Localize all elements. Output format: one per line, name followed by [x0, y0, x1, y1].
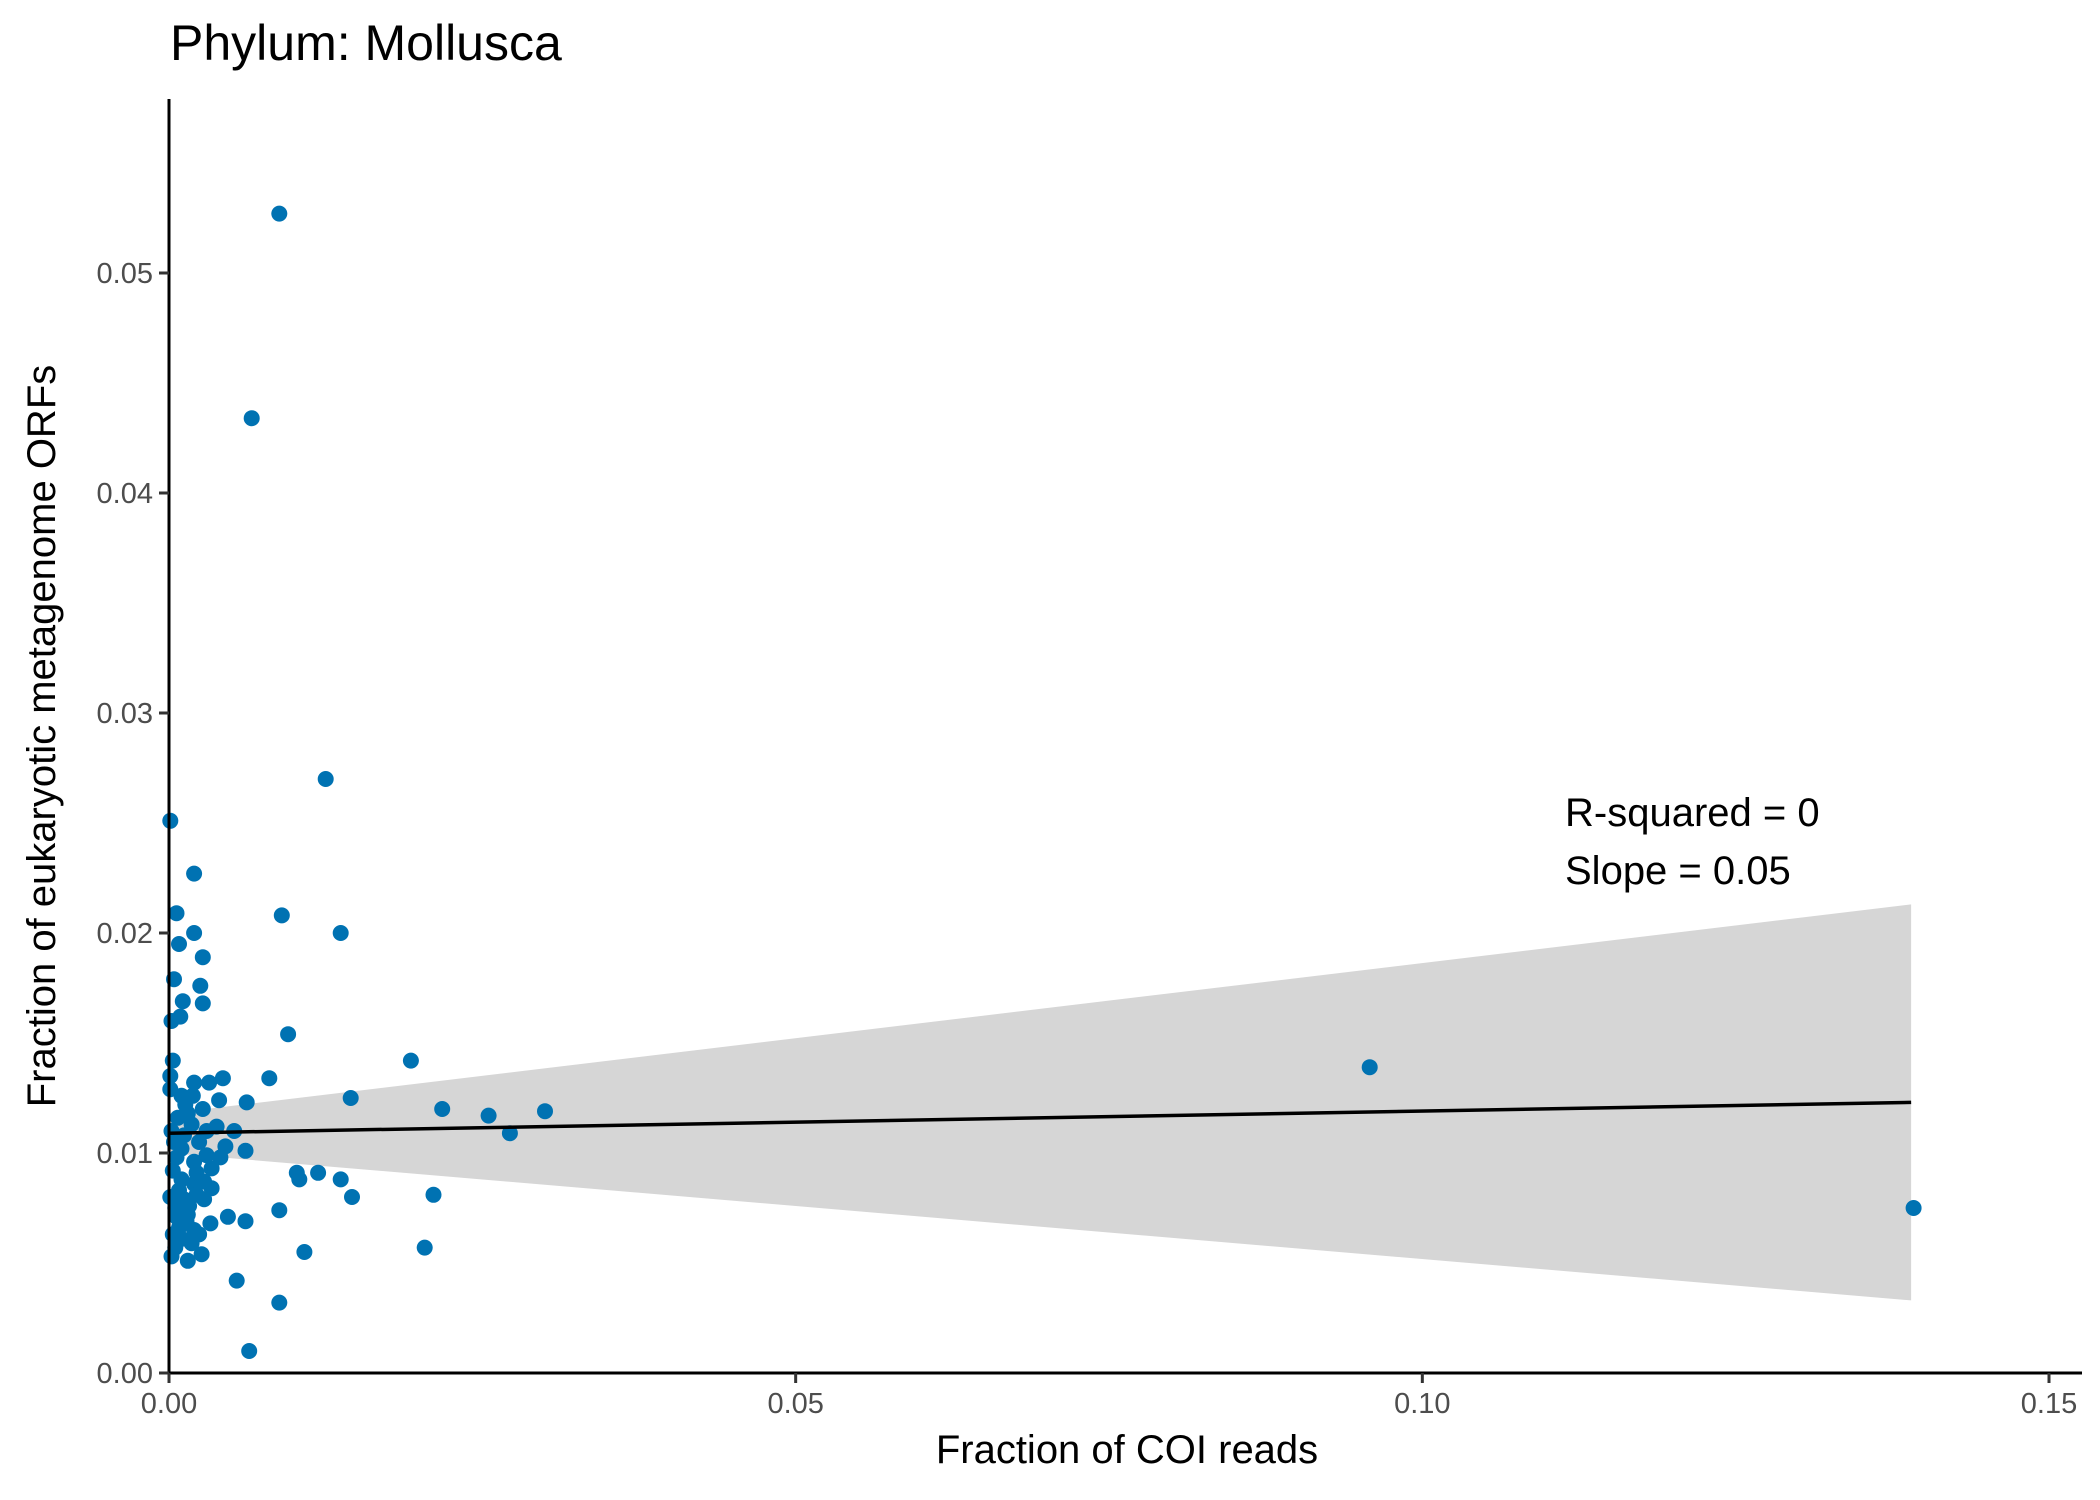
data-point — [280, 1026, 297, 1043]
x-tick-label: 0.05 — [767, 1388, 823, 1420]
data-point — [310, 1164, 327, 1181]
x-tick-label: 0.00 — [141, 1388, 197, 1420]
data-point — [342, 1090, 359, 1106]
y-tick-label: 0.00 — [97, 1358, 153, 1390]
data-point — [186, 865, 203, 882]
data-point — [192, 977, 209, 994]
data-point — [241, 1343, 258, 1359]
data-point — [501, 1125, 518, 1142]
data-point — [332, 925, 349, 941]
data-point — [1361, 1059, 1378, 1076]
data-point — [480, 1107, 497, 1124]
x-axis-title: Fraction of COI reads — [936, 1428, 1318, 1472]
x-tick-label: 0.15 — [2021, 1388, 2077, 1420]
data-point — [164, 1162, 181, 1179]
y-axis-title: Fraction of eukaryotic metagenome ORFs — [20, 365, 64, 1108]
data-point — [168, 1208, 185, 1225]
confidence-band — [169, 904, 1912, 1301]
data-point — [172, 1008, 189, 1025]
data-point — [194, 949, 211, 966]
fit-line — [168, 1100, 1912, 1135]
data-point — [344, 1189, 360, 1205]
fit-line-layer — [168, 1100, 1912, 1135]
data-point — [183, 1116, 200, 1133]
data-point — [168, 905, 185, 922]
data-point — [237, 1142, 254, 1159]
data-point — [184, 1087, 201, 1104]
y-tick-label: 0.01 — [97, 1138, 153, 1170]
data-point — [193, 1246, 210, 1263]
data-point — [168, 1149, 185, 1166]
data-point — [164, 1226, 181, 1243]
data-point — [201, 1074, 218, 1091]
data-point — [214, 1070, 231, 1087]
data-point — [191, 1226, 208, 1243]
data-point — [332, 1171, 349, 1188]
data-point — [273, 907, 290, 924]
data-point — [219, 1208, 236, 1225]
data-point — [186, 1074, 203, 1091]
data-point — [238, 1094, 255, 1111]
data-point — [402, 1052, 419, 1069]
data-point — [296, 1244, 313, 1260]
data-point — [212, 1149, 229, 1166]
data-point — [202, 1215, 219, 1232]
data-point — [194, 1101, 211, 1117]
data-point — [237, 1213, 254, 1230]
data-point — [243, 410, 260, 427]
y-tick-label: 0.05 — [97, 258, 153, 290]
data-point — [171, 936, 187, 952]
data-point — [211, 1092, 228, 1109]
data-point — [271, 1202, 288, 1219]
data-point — [163, 1248, 180, 1265]
data-point — [179, 1252, 196, 1269]
data-point — [194, 995, 211, 1012]
data-point — [203, 1160, 220, 1177]
slope-annotation: Slope = 0.05 — [1565, 849, 1791, 893]
data-point — [169, 1109, 186, 1126]
y-axis-ticks: 0.00 0.01 0.02 0.03 0.04 0.05 — [97, 258, 169, 1390]
r-squared-annotation: R-squared = 0 — [1565, 791, 1820, 835]
data-point — [198, 1147, 215, 1164]
data-point — [186, 925, 203, 941]
chart-title: Phylum: Mollusca — [170, 15, 562, 71]
data-point — [174, 993, 191, 1010]
data-point — [416, 1239, 433, 1256]
data-point — [291, 1171, 308, 1188]
x-axis-ticks: 0.00 0.05 0.10 0.15 — [141, 1373, 2077, 1420]
data-point — [425, 1186, 442, 1203]
confidence-band-layer — [169, 904, 1912, 1301]
y-tick-label: 0.02 — [97, 918, 153, 950]
data-point — [271, 205, 288, 222]
data-point — [271, 1294, 288, 1311]
data-point — [164, 1052, 181, 1069]
data-point — [196, 1173, 213, 1190]
data-point — [317, 771, 334, 787]
data-point — [537, 1103, 553, 1120]
data-point — [228, 1272, 245, 1289]
data-point — [261, 1070, 278, 1087]
data-point — [1905, 1200, 1922, 1216]
data-point — [196, 1191, 213, 1208]
x-tick-label: 0.10 — [1394, 1388, 1450, 1420]
data-point — [434, 1101, 451, 1117]
y-tick-label: 0.03 — [97, 698, 153, 730]
y-tick-label: 0.04 — [97, 478, 153, 510]
